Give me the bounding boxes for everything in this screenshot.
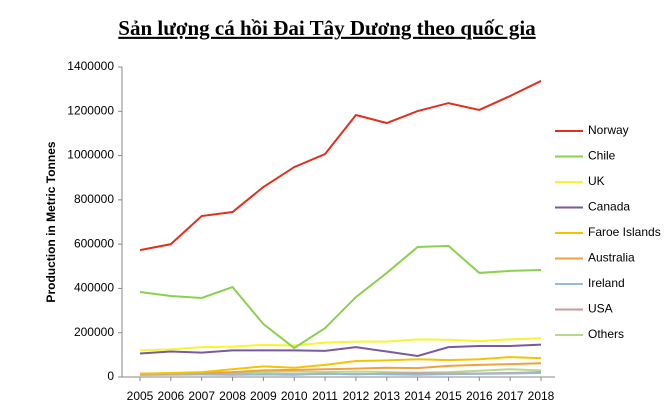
x-tick-label: 2015 [435, 389, 462, 403]
legend-label: Australia [588, 251, 635, 265]
legend-label: USA [588, 302, 613, 316]
y-tick-label: 600000 [74, 236, 114, 250]
x-tick-label: 2014 [404, 389, 431, 403]
legend-label: Canada [588, 200, 630, 214]
series-line [139, 362, 542, 375]
x-tick-label: 2006 [157, 389, 184, 403]
x-tick-label: 2007 [188, 389, 215, 403]
y-tick-label: 400000 [74, 281, 114, 295]
x-tick-label: 2009 [250, 389, 277, 403]
legend-label: UK [588, 174, 605, 188]
legend-label: Faroe Islands [588, 225, 661, 239]
x-tick-label: 2008 [219, 389, 246, 403]
legend-label: Chile [588, 149, 616, 163]
series-line [139, 372, 542, 376]
legend-label: Ireland [588, 276, 625, 290]
x-tick-label: 2005 [127, 389, 154, 403]
series-line [139, 80, 542, 252]
y-tick-label: 1400000 [67, 59, 114, 73]
y-tick-label: 0 [107, 369, 114, 383]
y-tick-label: 1000000 [67, 148, 114, 162]
x-tick-label: 2017 [497, 389, 524, 403]
chart-title: Sản lượng cá hồi Đai Tây Dương theo quốc… [118, 16, 536, 40]
y-axis-label: Production in Metric Tonnes [44, 141, 58, 302]
x-tick-label: 2012 [343, 389, 370, 403]
series-line [139, 337, 542, 352]
series-line [139, 356, 542, 375]
series-line [139, 244, 542, 350]
series-line [139, 343, 542, 357]
y-tick-label: 200000 [74, 325, 114, 339]
x-tick-label: 2018 [528, 389, 555, 403]
legend-label: Others [588, 327, 624, 341]
legend-label: Norway [588, 123, 629, 137]
x-tick-label: 2011 [312, 389, 338, 403]
x-tick-label: 2016 [466, 389, 493, 403]
y-tick-label: 1200000 [67, 103, 114, 117]
x-tick-label: 2010 [281, 389, 308, 403]
y-tick-label: 800000 [74, 192, 114, 206]
x-tick-label: 2013 [373, 389, 400, 403]
